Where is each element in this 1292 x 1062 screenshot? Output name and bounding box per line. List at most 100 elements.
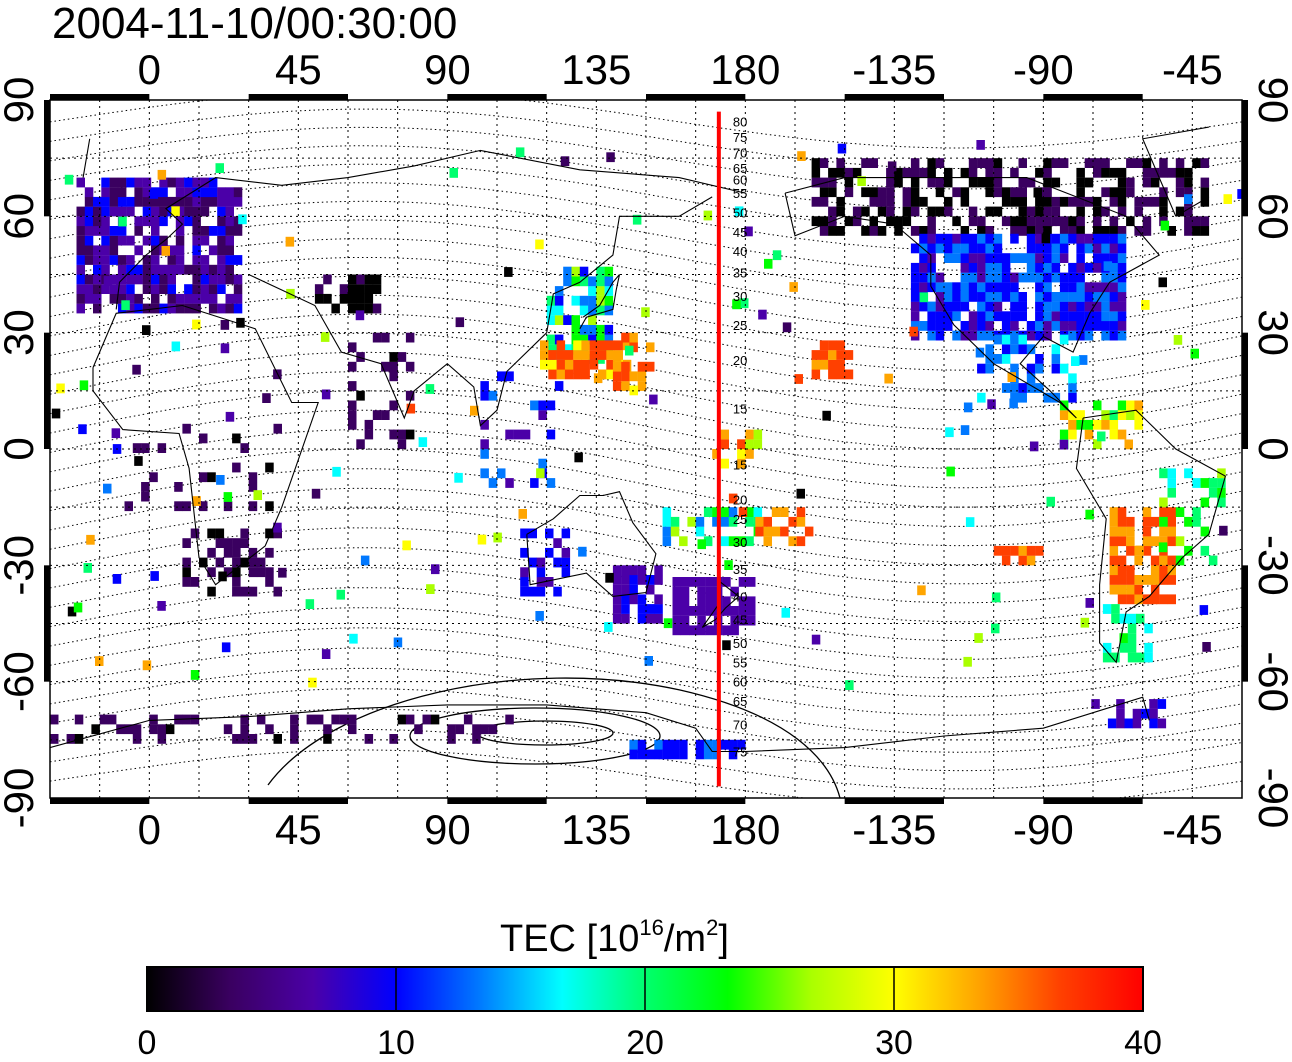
tec-cell [985,330,994,341]
tec-cell [109,293,119,304]
tec-cell [629,565,638,576]
tec-cell [546,429,556,440]
tec-cell [159,196,168,207]
tec-cell [356,439,365,450]
tec-cell [76,293,85,304]
tec-cell [728,749,738,760]
tec-cell [1001,344,1011,355]
tec-cell [977,253,986,263]
tec-cell [993,262,1003,273]
tec-cell [1150,167,1160,178]
tec-cell [1144,642,1153,653]
tec-cell [101,284,110,294]
tec-cell [225,264,234,275]
tec-cell [637,613,647,624]
tec-cell [159,274,168,285]
tec-cell [240,714,249,725]
tec-cell [561,528,571,539]
tec-cell [117,255,127,265]
tec-cell [1043,392,1052,403]
lon-tick-bottom: 90 [424,806,471,853]
tec-cell [175,293,185,304]
tec-cell [604,266,614,277]
tec-cell [1035,216,1044,227]
tec-cell [149,189,158,199]
tec-cell [1018,334,1027,345]
tec-cell [134,177,143,188]
tec-cell [150,571,159,581]
tec-cell [232,433,241,444]
tec-cell [571,315,580,325]
tec-cell [944,206,953,217]
tec-cell [1051,321,1061,331]
tec-cell [192,245,201,256]
tec-cell [887,161,897,172]
tec-cell [993,334,1003,345]
tec-cell [1026,330,1036,341]
tec-cell [598,350,607,360]
tec-cell [1051,363,1061,374]
tec-cell [796,536,806,547]
tec-cell [1200,158,1210,168]
tec-cell [1109,226,1119,236]
tec-cell [200,206,210,217]
tec-cell [703,739,713,750]
mag-contour [50,749,1242,798]
tec-cell [1018,555,1027,566]
tec-cell [184,187,193,198]
meridian-label: 50 [733,636,747,651]
tec-cell [1043,187,1052,198]
tec-cell [217,303,226,314]
tec-cell [1085,509,1094,520]
tec-cell [910,158,920,168]
frame-tick-bottom [646,798,746,804]
tec-cell [935,301,945,312]
tec-cell [200,274,210,285]
tec-cell [604,334,614,345]
tec-cell [1127,652,1137,663]
tec-cell [646,604,655,614]
timestamp-title: 2004-11-10/00:30:00 [52,0,458,48]
tec-cell [1141,300,1150,310]
tec-cell [405,390,415,401]
lon-tick-bottom: 135 [561,806,631,853]
tec-cell [1142,177,1152,188]
tec-cell [200,284,210,294]
tec-cell [223,492,233,502]
tec-cell [165,724,175,735]
tec-cell [262,393,271,403]
tec-cell [1010,282,1019,293]
tec-cell [1175,536,1185,547]
tec-cell [738,615,748,626]
tec-cell [1116,718,1125,729]
tec-cell [546,315,556,325]
tec-cell [207,547,216,558]
tec-cell [215,557,225,568]
tec-cell [530,478,539,488]
tec-cell [672,606,681,616]
tec-cell [1026,253,1036,263]
tec-cell [985,292,994,302]
tec-cell [571,324,580,335]
tec-cell [644,656,653,666]
tec-cell [142,660,152,671]
tec-cell [348,714,357,725]
tec-cell [728,507,738,517]
tec-cell [1068,272,1077,283]
tec-cell [910,177,920,188]
tec-cell [680,606,690,616]
tec-cell [894,177,903,188]
tec-cell [621,371,630,382]
tec-cell [175,245,185,256]
lon-tick-top: -135 [852,46,936,93]
tec-cell [1010,233,1019,244]
tec-cell [738,606,748,616]
tec-cell [712,516,721,527]
tec-cell [265,567,274,578]
tec-cell [1136,613,1145,624]
tec-cell [248,501,258,512]
tec-cell [977,363,986,374]
tec-cell [1126,410,1135,420]
tec-cell [1103,261,1113,272]
